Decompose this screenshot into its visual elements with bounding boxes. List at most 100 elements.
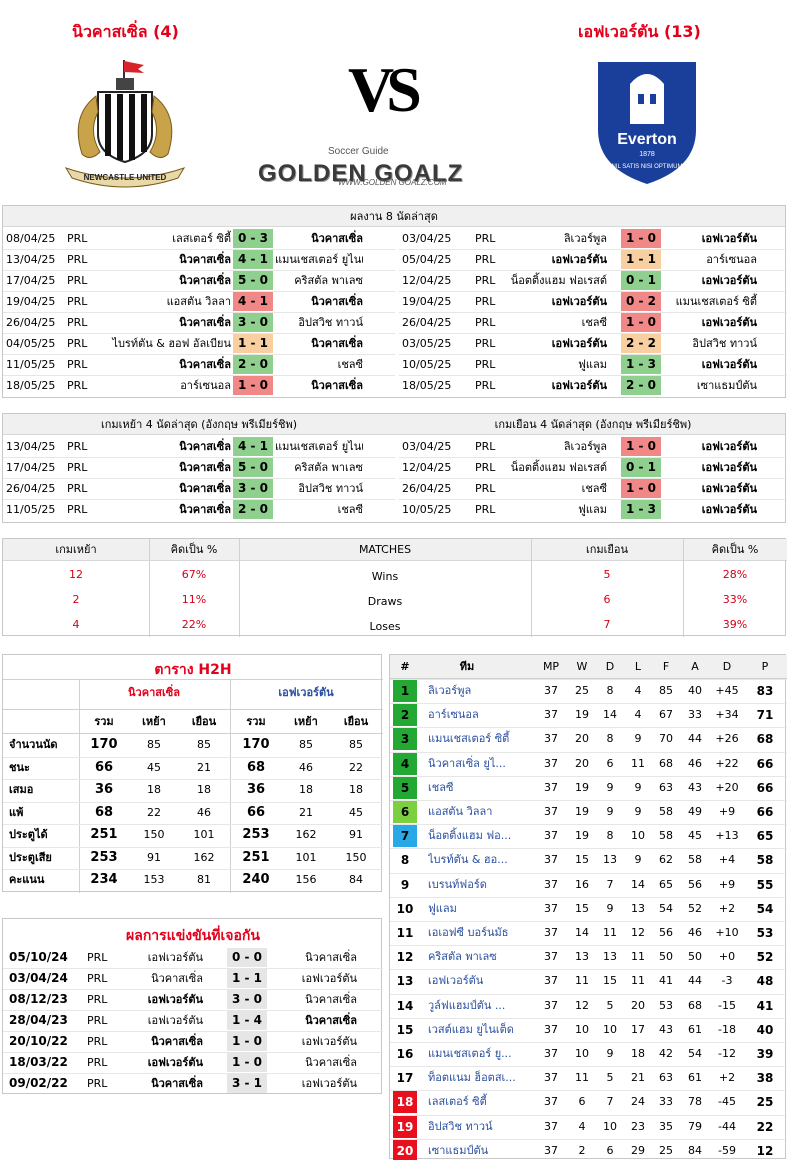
meeting-score: 3 - 0 [227,990,267,1009]
match-row: 26/04/25 PRL นิวคาสเซิ่ล 3 - 0 อิปสวิช ทาวน์ [3,312,395,333]
league-stat-mp: 37 [544,780,558,794]
league-stat-w: 19 [575,805,589,818]
match-date: 10/05/25 [402,503,452,516]
league-stat-a: 58 [688,853,702,867]
meeting-score: 3 - 1 [227,1074,267,1093]
match-score: 0 - 1 [621,271,661,290]
svg-text:NEWCASTLE UNITED: NEWCASTLE UNITED [84,173,167,182]
league-stat-gd: -18 [718,1022,736,1036]
league-stat-mp: 37 [544,1047,558,1060]
match-row: 11/05/25 PRL นิวคาสเซิ่ล 2 - 0 เชลซี [3,499,395,520]
match-row: 18/05/25 PRL อาร์เซนอล 1 - 0 นิวคาสเซิ่ล [3,375,395,396]
match-home-team: เลสเตอร์ ซิตี้ [172,232,231,245]
h2h-value: 162 [295,828,317,841]
league-stat-mp: 37 [544,998,558,1012]
stats-col-away: เกมเยือน [585,543,628,556]
league-stat-f: 58 [659,829,673,843]
match-home-team: เอฟเวอร์ตัน [551,337,607,350]
brand-url: WWW.GOLDEN GOALZ.COM [338,178,447,187]
h2h-value: 234 [90,872,118,887]
match-score: 3 - 0 [233,479,273,498]
league-header: # ทีม MP W D L F A D P [390,655,787,679]
svg-text:Everton: Everton [617,131,677,148]
match-league: PRL [475,358,496,371]
match-home-team: นิวคาสเซิ่ล [179,316,231,329]
stats-panel: เกมเหย้า คิดเป็น % MATCHES เกมเยือน คิดเ… [2,538,787,637]
match-away-team: เอฟเวอร์ตัน [701,440,757,453]
match-league: PRL [475,503,496,516]
stats-away-pct: 28% [722,568,748,581]
league-stat-d: 5 [606,1071,614,1085]
meeting-home-team: เอฟเวอร์ตัน [147,993,203,1006]
match-away-team: นิวคาสเซิ่ล [311,295,363,308]
league-team-name: เอเอฟซี บอร์นมัธ [428,926,509,939]
match-date: 26/04/25 [402,482,452,495]
meeting-row: 28/04/23 PRL เอฟเวอร์ตัน 1 - 4 นิวคาสเซิ่ล [3,1010,383,1031]
league-row: 13 เอฟเวอร์ตัน 37 11 15 11 41 44 -3 48 [390,969,787,993]
meeting-date: 03/04/24 [9,971,68,985]
league-stat-d: 15 [603,974,617,988]
league-stat-w: 11 [575,974,589,988]
meeting-row: 18/03/22 PRL เอฟเวอร์ตัน 1 - 0 นิวคาสเซิ่ล [3,1052,383,1073]
league-stat-f: 53 [659,998,673,1012]
league-team-name: น็อตติ้งแฮม ฟอ... [428,829,512,843]
meeting-away-team: นิวคาสเซิ่ล [305,1056,357,1069]
match-league: PRL [475,295,496,308]
league-stat-f: 42 [659,1047,673,1060]
match-away-team: เอฟเวอร์ตัน [701,358,757,371]
league-col-header: # [400,660,410,673]
h2h-value: 240 [242,872,270,887]
league-stat-l: 18 [631,1047,645,1060]
match-score: 1 - 0 [233,376,273,395]
match-home-team: นิวคาสเซิ่ล [179,482,231,495]
match-home-team: เอฟเวอร์ตัน [551,379,607,392]
league-stat-f: 85 [659,684,673,697]
meeting-away-team: เอฟเวอร์ตัน [301,972,357,985]
league-stat-a: 68 [688,998,702,1012]
match-league: PRL [475,337,496,350]
league-stat-d: 14 [603,708,617,722]
stats-home-value: 2 [72,593,80,606]
league-stat-p: 41 [756,998,774,1013]
stats-away-value: 5 [603,568,611,581]
league-team-name: เชลซี [428,780,454,794]
league-stat-mp: 37 [544,1119,558,1133]
h2h-value: 253 [242,827,270,842]
match-league: PRL [475,253,496,266]
league-team-name: อิปสวิช ทาวน์ [428,1119,493,1133]
match-score: 1 - 3 [621,355,661,374]
last8-home-list: 08/04/25 PRL เลสเตอร์ ซิตี้ 0 - 3 นิวคาสเซิ่… [3,228,395,398]
meeting-date: 20/10/22 [9,1034,68,1048]
h2h-value: 251 [242,849,270,865]
league-stat-p: 53 [756,926,774,940]
h2h-value: 21 [197,760,211,774]
league-team-name: ไบรท์ตัน & ฮอ... [428,853,508,867]
last4-panel: เกมเหย้า 4 นัดล่าสุด (อังกฤษ พรีเมียร์ชิ… [2,413,787,523]
h2h-value: 150 [345,850,367,864]
league-team-name: นิวคาสเซิ่ล ยูไ... [428,756,506,770]
match-date: 11/05/25 [6,358,56,371]
league-team-name: เวสต์แฮม ยูไนเต็ด [428,1022,514,1036]
league-stat-gd: +9 [718,805,736,818]
league-position: 4 [393,752,417,775]
meeting-home-team: เอฟเวอร์ตัน [147,951,203,964]
match-score: 0 - 3 [233,229,273,248]
meetings-panel: ผลการแข่งขันที่เจอกัน 05/10/24 PRL เอฟเวอร… [2,918,383,1094]
league-stat-l: 11 [631,974,645,988]
h2h-row-label: เสมอ [9,783,34,796]
match-away-team: คริสตัล พาเลซ [294,461,363,474]
match-score: 2 - 2 [621,334,661,353]
h2h-home-name: นิวคาสเซิ่ล [128,686,180,699]
league-stat-gd: +20 [715,780,739,794]
league-row: 20 เซาแธมป์ตัน 37 2 6 29 25 84 -59 12 [390,1138,787,1160]
league-stat-w: 11 [575,1071,589,1085]
h2h-value: 21 [299,805,313,819]
meeting-home-team: เอฟเวอร์ตัน [147,1014,203,1027]
league-stat-p: 66 [756,805,774,819]
match-away-team: เอฟเวอร์ตัน [701,274,757,287]
league-col-header: L [634,660,642,673]
league-stat-d: 8 [606,732,614,746]
match-away-team: นิวคาสเซิ่ล [311,379,363,392]
match-date: 17/04/25 [6,461,56,474]
league-row: 7 น็อตติ้งแฮม ฟอ... 37 19 8 10 58 45 +13 65 [390,824,787,848]
